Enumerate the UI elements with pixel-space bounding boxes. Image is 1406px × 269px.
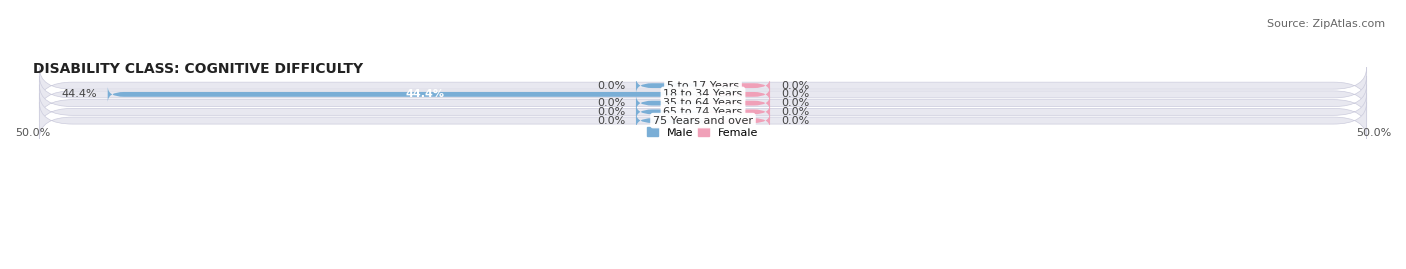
Legend: Male, Female: Male, Female [643, 123, 763, 142]
FancyBboxPatch shape [636, 104, 703, 120]
FancyBboxPatch shape [703, 86, 770, 102]
Text: 0.0%: 0.0% [780, 116, 808, 126]
Text: 75 Years and over: 75 Years and over [652, 116, 754, 126]
Text: 0.0%: 0.0% [780, 89, 808, 99]
Text: 0.0%: 0.0% [780, 107, 808, 117]
Text: 35 to 64 Years: 35 to 64 Years [664, 98, 742, 108]
FancyBboxPatch shape [39, 85, 1367, 122]
Text: 44.4%: 44.4% [62, 89, 97, 99]
FancyBboxPatch shape [39, 94, 1367, 130]
FancyBboxPatch shape [703, 95, 770, 111]
Text: 0.0%: 0.0% [780, 81, 808, 91]
Text: 0.0%: 0.0% [598, 98, 626, 108]
Text: 65 to 74 Years: 65 to 74 Years [664, 107, 742, 117]
FancyBboxPatch shape [703, 77, 770, 94]
Text: 0.0%: 0.0% [598, 116, 626, 126]
FancyBboxPatch shape [39, 76, 1367, 113]
Text: 5 to 17 Years: 5 to 17 Years [666, 81, 740, 91]
FancyBboxPatch shape [636, 95, 703, 111]
Text: 18 to 34 Years: 18 to 34 Years [664, 89, 742, 99]
FancyBboxPatch shape [39, 102, 1367, 139]
FancyBboxPatch shape [636, 77, 703, 94]
Text: 0.0%: 0.0% [598, 81, 626, 91]
Text: 44.4%: 44.4% [405, 89, 444, 99]
FancyBboxPatch shape [39, 67, 1367, 104]
FancyBboxPatch shape [703, 104, 770, 120]
Text: Source: ZipAtlas.com: Source: ZipAtlas.com [1267, 19, 1385, 29]
Text: 0.0%: 0.0% [780, 98, 808, 108]
FancyBboxPatch shape [703, 112, 770, 129]
Text: DISABILITY CLASS: COGNITIVE DIFFICULTY: DISABILITY CLASS: COGNITIVE DIFFICULTY [32, 62, 363, 76]
FancyBboxPatch shape [636, 112, 703, 129]
FancyBboxPatch shape [108, 86, 703, 102]
Text: 0.0%: 0.0% [598, 107, 626, 117]
